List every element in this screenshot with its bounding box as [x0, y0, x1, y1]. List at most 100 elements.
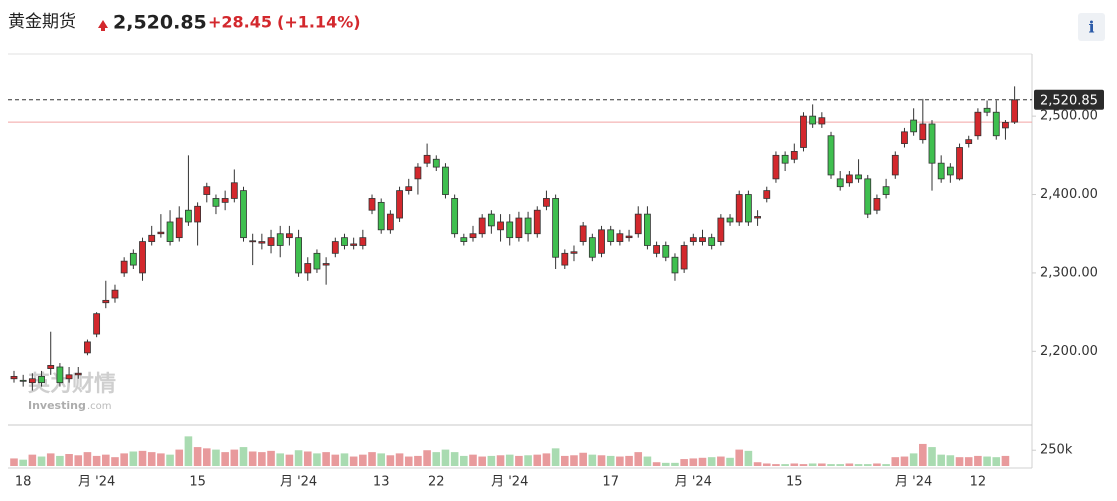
candle-body [992, 111, 1000, 137]
candle-body [781, 154, 789, 164]
candle-body [487, 213, 495, 227]
volume-bar [643, 456, 652, 466]
candle-body [111, 289, 119, 299]
price: 2,520.85 [113, 12, 207, 34]
info-icon[interactable]: i [1088, 18, 1094, 37]
candle-body [956, 147, 963, 180]
volume-bar [671, 462, 679, 466]
candle-body [295, 237, 302, 274]
volume-bar [515, 455, 523, 466]
volume-bar [698, 457, 707, 466]
candle-body [745, 194, 752, 223]
volume-bar [928, 447, 936, 466]
volume-bar [368, 452, 376, 466]
volume-bar [285, 454, 294, 466]
change-pct: (+1.14%) [277, 13, 361, 32]
candle-body [359, 237, 367, 246]
volume-bar [147, 452, 156, 466]
volume-bar [129, 451, 138, 466]
x-tick-label: 15 [786, 475, 803, 490]
up-arrow [98, 20, 108, 31]
volume-bar [469, 454, 477, 466]
candle-body [194, 205, 202, 223]
volume-bar [221, 452, 229, 466]
volume-bar [377, 453, 385, 466]
volume-bar [900, 456, 909, 466]
volume-bar [854, 464, 863, 466]
candle-body [322, 263, 330, 266]
volume-bar [983, 456, 991, 466]
volume-bar [313, 453, 321, 466]
volume-bar [404, 456, 413, 466]
y-tick-label: 2,300.00 [1040, 265, 1098, 280]
candle-body [653, 245, 660, 254]
volume-bar [166, 454, 174, 466]
volume-bar [533, 454, 542, 466]
candle-body [891, 154, 899, 176]
x-tick-label: 月 '24 [895, 475, 932, 490]
candle-body [249, 240, 257, 243]
candle-body [212, 198, 220, 207]
volume-bar [496, 455, 505, 466]
y-tick-label: 2,200.00 [1040, 344, 1098, 359]
candle-body [552, 198, 560, 258]
volume-bar [46, 453, 55, 466]
candle-body [175, 217, 183, 239]
x-tick-label: 13 [373, 475, 390, 490]
candle-body [93, 313, 101, 335]
volume-bar [808, 463, 817, 466]
candle-body [1011, 99, 1019, 123]
volume-bar [505, 454, 514, 466]
volume-bar [92, 455, 101, 466]
candle-body [350, 243, 358, 246]
volume-bar [56, 455, 64, 466]
volume-bar [359, 454, 367, 466]
candle-body [763, 190, 771, 199]
candle-body [74, 372, 82, 376]
candle-body [524, 217, 532, 235]
candle-body [368, 198, 376, 211]
volume-bar [120, 453, 128, 466]
volume-bar [65, 454, 73, 466]
volume-bar [487, 455, 496, 466]
volume-bar [625, 455, 633, 466]
y-tick-label: 2,400.00 [1040, 187, 1098, 202]
volume-bar [579, 452, 587, 466]
candle-body [396, 190, 403, 219]
x-tick-label: 月 '24 [280, 475, 317, 490]
volume-bar [1001, 455, 1010, 466]
volume-bar [478, 456, 486, 466]
candle-body [240, 190, 247, 239]
volume-bar [588, 454, 597, 466]
volume-bar [138, 450, 147, 466]
candle-body [928, 123, 936, 164]
candle-body [432, 158, 440, 168]
candle-body [818, 117, 826, 125]
candle-body [478, 217, 486, 235]
candle-body [910, 119, 918, 133]
volume-bar [184, 436, 193, 466]
volume-bar [726, 457, 734, 466]
volume-bar [239, 447, 248, 466]
candle-body [937, 162, 945, 180]
candle-body [10, 375, 18, 380]
volume-bar [386, 455, 395, 466]
candle-body [634, 213, 642, 235]
candle-body [561, 252, 569, 266]
volume-bar [717, 456, 725, 466]
volume-bar [827, 464, 835, 466]
candle-body [827, 135, 835, 176]
watermark-en: Investing [28, 399, 86, 412]
candle-body [203, 186, 211, 195]
volume-bar [891, 457, 900, 466]
x-tick-label: 月 '24 [675, 475, 712, 490]
info-button[interactable] [1078, 13, 1105, 41]
candle-body [873, 198, 881, 211]
x-tick-label: 月 '24 [491, 475, 528, 490]
volume-bar [28, 454, 37, 466]
last-price-label: 2,520.85 [1040, 93, 1098, 108]
volume-bar [753, 462, 762, 466]
candle-body [285, 233, 293, 239]
x-tick-label: 月 '24 [78, 475, 115, 490]
